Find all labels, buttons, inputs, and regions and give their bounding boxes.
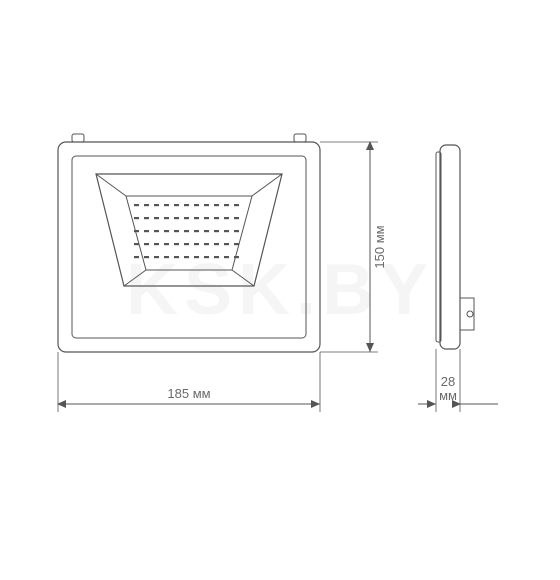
led — [134, 256, 139, 258]
led — [164, 230, 169, 232]
led — [204, 243, 209, 245]
led — [144, 230, 149, 232]
led — [224, 217, 229, 219]
led — [164, 256, 169, 258]
led — [144, 217, 149, 219]
side-body — [440, 145, 460, 349]
led — [184, 217, 189, 219]
led — [194, 217, 199, 219]
led — [204, 256, 209, 258]
led — [194, 256, 199, 258]
led — [144, 256, 149, 258]
led — [234, 230, 239, 232]
led — [194, 243, 199, 245]
led — [234, 243, 239, 245]
led — [224, 204, 229, 206]
led — [184, 243, 189, 245]
led — [214, 217, 219, 219]
led — [174, 204, 179, 206]
reflector-inner — [126, 196, 252, 270]
led — [224, 243, 229, 245]
led — [134, 230, 139, 232]
led — [174, 217, 179, 219]
reflector-fold — [124, 270, 146, 286]
led — [194, 204, 199, 206]
mount-tab — [72, 134, 84, 142]
led — [154, 204, 159, 206]
led — [164, 204, 169, 206]
dim-depth-value: 28 — [441, 374, 455, 389]
led — [164, 243, 169, 245]
led — [134, 217, 139, 219]
bracket-pivot — [467, 311, 473, 317]
led — [184, 230, 189, 232]
led — [144, 243, 149, 245]
led — [154, 230, 159, 232]
dim-height-label: 150 мм — [372, 225, 387, 268]
led — [184, 204, 189, 206]
dimension-drawing: 185 мм 150 мм 28мм — [0, 0, 560, 580]
led — [194, 230, 199, 232]
led — [174, 256, 179, 258]
led — [204, 217, 209, 219]
dim-depth-unit: мм — [439, 388, 457, 403]
led — [234, 256, 239, 258]
front-bezel — [72, 156, 306, 338]
led — [154, 243, 159, 245]
dim-width-label: 185 мм — [167, 386, 210, 401]
led — [204, 204, 209, 206]
led — [204, 230, 209, 232]
led — [214, 230, 219, 232]
led — [214, 243, 219, 245]
reflector-fold — [232, 270, 254, 286]
led — [214, 204, 219, 206]
led — [174, 230, 179, 232]
led — [144, 204, 149, 206]
led-array — [134, 204, 239, 258]
led — [234, 217, 239, 219]
led — [174, 243, 179, 245]
led — [184, 256, 189, 258]
led — [224, 230, 229, 232]
led — [134, 243, 139, 245]
led — [134, 204, 139, 206]
led — [214, 256, 219, 258]
led — [154, 217, 159, 219]
led — [164, 217, 169, 219]
led — [224, 256, 229, 258]
mount-tab — [294, 134, 306, 142]
led — [154, 256, 159, 258]
led — [234, 204, 239, 206]
